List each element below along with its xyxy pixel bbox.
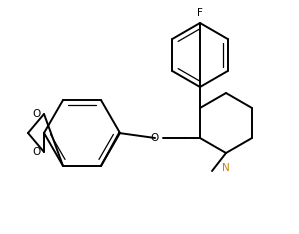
Text: N: N <box>222 163 230 173</box>
Text: O: O <box>33 147 41 157</box>
Text: O: O <box>33 109 41 119</box>
Text: O: O <box>151 133 159 143</box>
Text: F: F <box>197 8 203 18</box>
